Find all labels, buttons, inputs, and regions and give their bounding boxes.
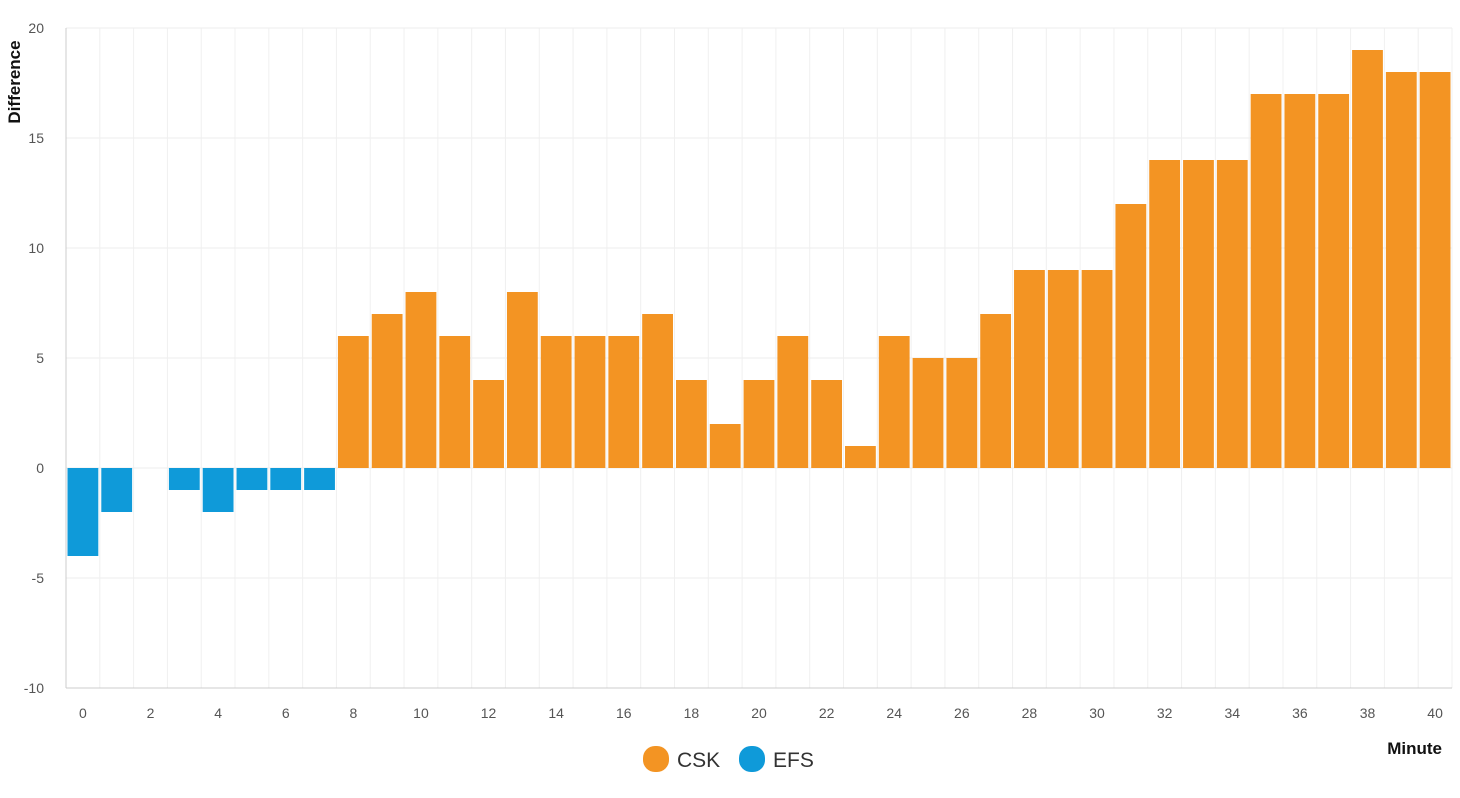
bar-csk[interactable] bbox=[371, 314, 403, 468]
bar-csk[interactable] bbox=[1385, 72, 1417, 468]
bar-csk[interactable] bbox=[845, 446, 876, 468]
x-tick-label: 38 bbox=[1360, 705, 1376, 721]
bar-csk[interactable] bbox=[1318, 94, 1350, 468]
x-tick-label: 2 bbox=[147, 705, 155, 721]
bar-csk[interactable] bbox=[1047, 270, 1079, 468]
bar-csk[interactable] bbox=[811, 380, 843, 468]
bar-csk[interactable] bbox=[1250, 94, 1282, 468]
x-tick-label: 40 bbox=[1427, 705, 1443, 721]
y-tick-label: 10 bbox=[28, 240, 44, 256]
bar-csk[interactable] bbox=[473, 380, 504, 468]
y-tick-label: 5 bbox=[36, 350, 44, 366]
bar-csk[interactable] bbox=[506, 292, 538, 468]
bar-csk[interactable] bbox=[1149, 160, 1181, 468]
legend-swatch bbox=[739, 746, 765, 772]
bar-csk[interactable] bbox=[1115, 204, 1147, 468]
bar-efs[interactable] bbox=[202, 468, 234, 512]
legend-swatch bbox=[643, 746, 669, 772]
bar-csk[interactable] bbox=[1081, 270, 1113, 468]
x-tick-label: 14 bbox=[548, 705, 564, 721]
bar-csk[interactable] bbox=[675, 380, 707, 468]
bar-csk[interactable] bbox=[574, 336, 606, 468]
bar-efs[interactable] bbox=[101, 468, 133, 512]
x-tick-label: 24 bbox=[886, 705, 902, 721]
x-tick-label: 16 bbox=[616, 705, 632, 721]
legend: CSK EFS bbox=[643, 746, 814, 772]
bar-csk[interactable] bbox=[1352, 50, 1383, 468]
x-axis-title: Minute bbox=[1387, 739, 1442, 758]
x-tick-label: 26 bbox=[954, 705, 970, 721]
bar-csk[interactable] bbox=[878, 336, 910, 468]
bar-csk[interactable] bbox=[608, 336, 640, 468]
bar-csk[interactable] bbox=[1014, 270, 1045, 468]
bar-csk[interactable] bbox=[1284, 94, 1316, 468]
bar-csk[interactable] bbox=[709, 424, 741, 468]
x-tick-label: 36 bbox=[1292, 705, 1308, 721]
bar-csk[interactable] bbox=[405, 292, 437, 468]
legend-item-csk[interactable]: CSK bbox=[643, 746, 720, 772]
x-tick-label: 28 bbox=[1022, 705, 1038, 721]
bar-efs[interactable] bbox=[168, 468, 200, 490]
x-tick-label: 22 bbox=[819, 705, 835, 721]
y-tick-label: -5 bbox=[32, 570, 45, 586]
legend-label: EFS bbox=[773, 749, 814, 772]
bar-csk[interactable] bbox=[540, 336, 572, 468]
legend-item-efs[interactable]: EFS bbox=[739, 746, 814, 772]
bar-csk[interactable] bbox=[743, 380, 775, 468]
y-tick-label: -10 bbox=[24, 680, 44, 696]
y-axis-title: Difference bbox=[5, 40, 24, 123]
bars bbox=[67, 50, 1451, 556]
bar-csk[interactable] bbox=[337, 336, 369, 468]
bar-efs[interactable] bbox=[270, 468, 302, 490]
x-tick-label: 4 bbox=[214, 705, 222, 721]
bar-csk[interactable] bbox=[1216, 160, 1248, 468]
bar-csk[interactable] bbox=[946, 358, 978, 468]
bar-efs[interactable] bbox=[67, 468, 99, 556]
bar-csk[interactable] bbox=[980, 314, 1012, 468]
bar-csk[interactable] bbox=[1419, 72, 1451, 468]
x-tick-label: 18 bbox=[684, 705, 700, 721]
x-tick-label: 10 bbox=[413, 705, 429, 721]
x-tick-label: 30 bbox=[1089, 705, 1105, 721]
bar-efs[interactable] bbox=[236, 468, 268, 490]
x-tick-label: 0 bbox=[79, 705, 87, 721]
x-tick-label: 8 bbox=[349, 705, 357, 721]
y-tick-label: 0 bbox=[36, 460, 44, 476]
x-tick-label: 12 bbox=[481, 705, 497, 721]
bar-csk[interactable] bbox=[912, 358, 944, 468]
y-tick-label: 20 bbox=[28, 20, 44, 36]
legend-label: CSK bbox=[677, 749, 720, 772]
grid-lines bbox=[65, 27, 1453, 689]
bar-csk[interactable] bbox=[642, 314, 673, 468]
bar-csk[interactable] bbox=[439, 336, 471, 468]
x-tick-label: 20 bbox=[751, 705, 767, 721]
x-tick-label: 32 bbox=[1157, 705, 1173, 721]
bar-csk[interactable] bbox=[1183, 160, 1214, 468]
x-tick-label: 6 bbox=[282, 705, 290, 721]
bar-csk[interactable] bbox=[777, 336, 809, 468]
x-tick-label: 34 bbox=[1224, 705, 1240, 721]
y-tick-label: 15 bbox=[28, 130, 44, 146]
bar-efs[interactable] bbox=[304, 468, 335, 490]
